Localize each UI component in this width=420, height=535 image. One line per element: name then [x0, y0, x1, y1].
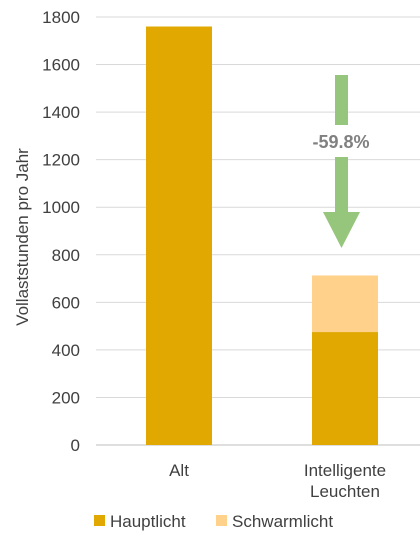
arrow-shaft-lower: [335, 157, 348, 212]
legend-swatch-schwarmlicht: [216, 515, 227, 526]
bar-hauptlicht-0: [146, 26, 212, 446]
y-tick-labels: 0 200 400 600 800 1000 1200 1400 1600 1800: [42, 8, 80, 455]
y-tick-label: 1600: [42, 56, 80, 75]
category-label: Leuchten: [310, 482, 380, 501]
category-labels: Alt Intelligente Leuchten: [169, 461, 386, 501]
bars: [146, 26, 378, 446]
y-tick-label: 0: [71, 436, 80, 455]
y-tick-label: 600: [52, 293, 80, 312]
y-tick-label: 800: [52, 246, 80, 265]
y-tick-label: 200: [52, 388, 80, 407]
y-tick-label: 400: [52, 341, 80, 360]
bar-schwarmlicht-1: [312, 275, 378, 333]
bar-hauptlicht-1: [312, 332, 378, 445]
y-tick-label: 1000: [42, 198, 80, 217]
legend-swatch-hauptlicht: [94, 515, 105, 526]
y-tick-label: 1800: [42, 8, 80, 27]
y-tick-label: 1400: [42, 103, 80, 122]
legend: Hauptlicht Schwarmlicht: [94, 512, 333, 531]
category-label: Alt: [169, 461, 189, 480]
reduction-label: -59.8%: [312, 132, 369, 152]
reduction-arrow: [323, 75, 360, 248]
category-label: Intelligente: [304, 461, 386, 480]
arrow-head: [323, 212, 360, 248]
y-axis-title: Vollaststunden pro Jahr: [13, 148, 32, 326]
legend-label-schwarmlicht: Schwarmlicht: [232, 512, 333, 531]
y-tick-label: 1200: [42, 151, 80, 170]
arrow-shaft-top: [335, 75, 348, 125]
legend-label-hauptlicht: Hauptlicht: [110, 512, 186, 531]
